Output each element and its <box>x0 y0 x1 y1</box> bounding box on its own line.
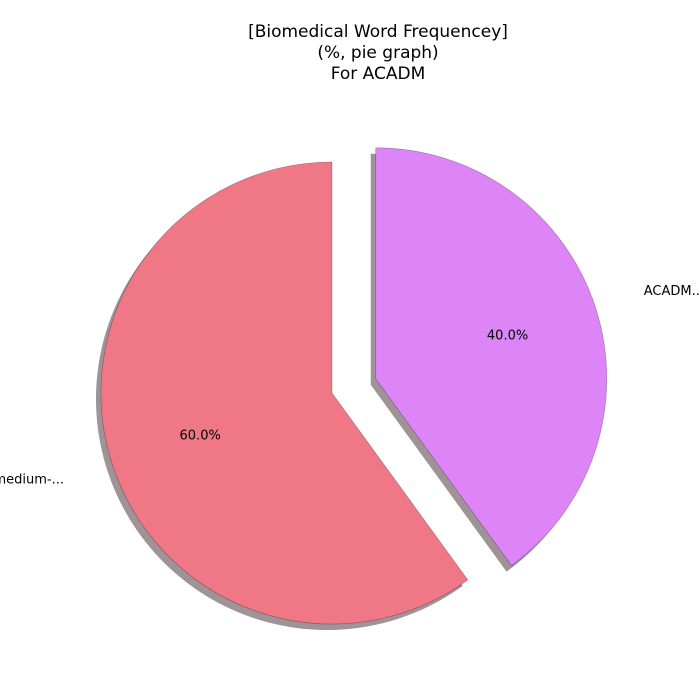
chart-title-line-1: [Biomedical Word Frequencey] <box>248 22 508 42</box>
pie-slice-label-medium: medium-... <box>0 473 64 488</box>
pie-slice-medium <box>100 161 469 625</box>
chart-title: [Biomedical Word Frequencey] (%, pie gra… <box>0 22 700 85</box>
chart-title-line-2: (%, pie graph) <box>317 43 439 63</box>
pie-wedges <box>100 147 608 625</box>
pie-slice-percent-medium: 60.0% <box>180 428 221 443</box>
pie-slice-percent-acadm: 40.0% <box>487 328 528 343</box>
pie-slice-label-acadm: ACADM... <box>644 284 700 299</box>
pie-slice-acadm <box>375 147 608 567</box>
pie-labels: 40.0% ACADM... 60.0% medium-... <box>0 284 700 487</box>
chart-title-line-3: For ACADM <box>330 64 426 84</box>
